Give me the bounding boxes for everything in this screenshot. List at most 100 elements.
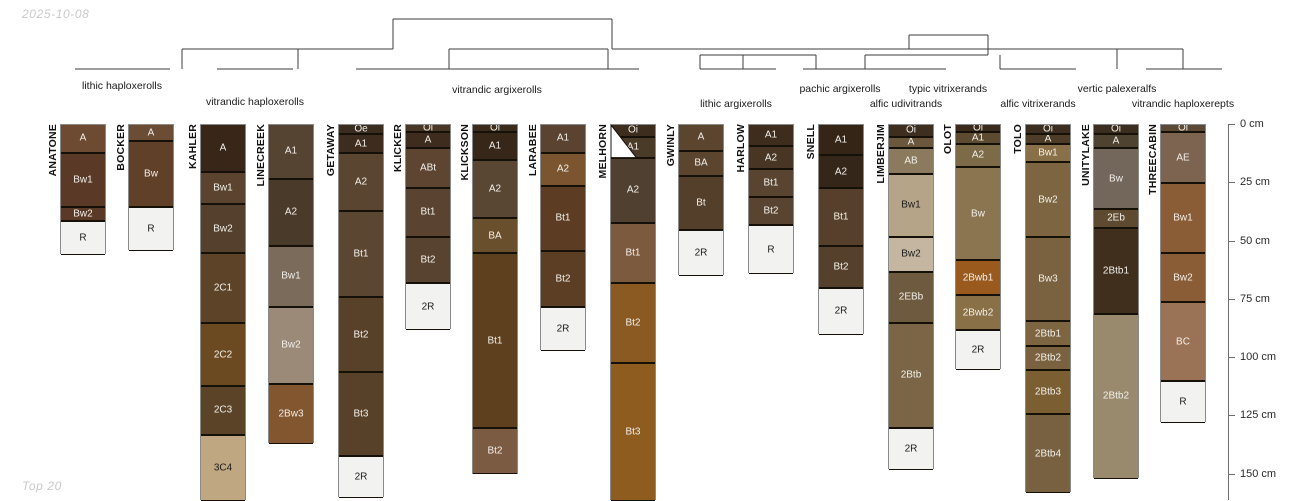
horizon[interactable]: Oe [339, 125, 383, 135]
horizon[interactable]: 2R [956, 330, 1000, 370]
horizon[interactable]: Bt1 [819, 187, 863, 247]
horizon[interactable]: A1 [956, 131, 1000, 144]
horizon[interactable]: Bt2 [819, 246, 863, 289]
horizon[interactable]: 2R [339, 455, 383, 498]
horizon[interactable]: Bw1 [889, 173, 933, 237]
horizon[interactable]: Oi [1094, 125, 1138, 135]
horizon[interactable]: Bt2 [339, 297, 383, 372]
horizon[interactable]: 2R [889, 427, 933, 470]
horizon[interactable]: Bt1 [473, 253, 517, 428]
horizon[interactable]: Bw2 [1161, 253, 1205, 303]
horizon[interactable]: 2Btb2 [1094, 313, 1138, 480]
horizon[interactable]: A2 [611, 157, 655, 223]
horizon[interactable]: Oi [1026, 125, 1070, 135]
horizon[interactable]: Bw [956, 166, 1000, 261]
horizon[interactable]: A2 [956, 143, 1000, 167]
horizon[interactable]: Bw1 [61, 152, 105, 207]
horizon[interactable]: Oi [473, 125, 517, 132]
horizon[interactable]: 2Eb [1094, 208, 1138, 228]
horizon[interactable]: 2C2 [201, 323, 245, 386]
horizon[interactable]: Bt1 [406, 187, 450, 237]
horizon[interactable]: Bw [129, 141, 173, 207]
horizon[interactable]: 2C3 [201, 385, 245, 435]
horizon[interactable]: BA [473, 218, 517, 254]
horizon[interactable]: A1 [269, 125, 313, 179]
horizon[interactable]: A [61, 125, 105, 153]
horizon[interactable]: 2Btb2 [1026, 346, 1070, 370]
horizon[interactable]: 2R [541, 306, 585, 351]
horizon[interactable]: Bw2 [61, 206, 105, 221]
horizon[interactable]: R [1161, 381, 1205, 424]
horizon[interactable]: AE [1161, 131, 1205, 184]
horizon[interactable]: Oi [1161, 125, 1205, 132]
horizon[interactable]: A1 [541, 125, 585, 153]
horizon[interactable]: 2C1 [201, 253, 245, 324]
horizon[interactable]: A2 [339, 152, 383, 212]
horizon[interactable]: A2 [473, 159, 517, 219]
horizon[interactable]: 2Btb [889, 323, 933, 428]
horizon[interactable]: Oi [406, 125, 450, 132]
horizon[interactable]: R [129, 206, 173, 251]
horizon[interactable]: 2Btb1 [1026, 320, 1070, 347]
horizon[interactable]: Bt2 [541, 250, 585, 307]
horizon[interactable]: 2Bwb1 [956, 260, 1000, 296]
horizon[interactable]: 2R [819, 288, 863, 335]
horizon[interactable]: Bw1 [201, 171, 245, 205]
horizon[interactable]: Bt2 [749, 197, 793, 226]
horizon[interactable]: AB [889, 148, 933, 174]
profile-name-label: TOLO [1012, 124, 1024, 154]
horizon[interactable]: ABt [406, 148, 450, 188]
horizon[interactable]: Oi [889, 125, 933, 137]
horizon[interactable]: Bw [1094, 148, 1138, 209]
horizon[interactable]: R [749, 225, 793, 275]
horizon[interactable]: A [1094, 134, 1138, 149]
horizon[interactable]: Bt1 [339, 211, 383, 298]
horizon[interactable]: 2Btb1 [1094, 227, 1138, 314]
horizon[interactable]: Bt1 [611, 222, 655, 284]
horizon[interactable]: A1 [339, 134, 383, 153]
horizon[interactable]: 3C4 [201, 434, 245, 501]
horizon[interactable]: 2Bw3 [269, 383, 313, 445]
horizon[interactable]: A1 [819, 125, 863, 156]
horizon[interactable]: 2R [406, 283, 450, 331]
horizon[interactable]: Bt1 [749, 169, 793, 198]
horizon[interactable]: A2 [749, 145, 793, 170]
horizon[interactable]: A1 [749, 125, 793, 146]
horizon[interactable]: Bw2 [269, 306, 313, 384]
horizon[interactable]: Bw2 [1026, 162, 1070, 237]
horizon[interactable]: Oi [956, 125, 1000, 132]
horizon[interactable]: BC [1161, 302, 1205, 382]
horizon[interactable]: A [406, 131, 450, 149]
horizon[interactable]: A2 [269, 178, 313, 247]
horizon[interactable]: 2EBb [889, 271, 933, 324]
horizon[interactable]: Bw1 [1026, 143, 1070, 163]
horizon[interactable]: Bw1 [269, 246, 313, 307]
horizon[interactable]: Bw2 [889, 236, 933, 272]
horizon[interactable]: A1 [473, 131, 517, 160]
horizon[interactable]: A2 [819, 155, 863, 188]
horizon[interactable]: Oi [611, 125, 655, 137]
horizon[interactable]: A [201, 125, 245, 172]
horizon[interactable]: A [889, 136, 933, 149]
horizon[interactable]: Bw2 [201, 204, 245, 254]
horizon[interactable]: Bt2 [406, 236, 450, 284]
horizon[interactable]: 2R [679, 229, 723, 277]
horizon[interactable]: R [61, 220, 105, 256]
horizon[interactable]: 2Bwb2 [956, 295, 1000, 331]
horizon[interactable]: Bt2 [473, 427, 517, 475]
horizon[interactable]: A2 [541, 152, 585, 186]
horizon[interactable]: Bt3 [611, 362, 655, 501]
horizon[interactable]: A [129, 125, 173, 142]
horizon[interactable]: Bt [679, 176, 723, 230]
horizon[interactable]: Bw3 [1026, 236, 1070, 321]
horizon[interactable]: BA [679, 150, 723, 177]
horizon[interactable]: Bt2 [611, 283, 655, 363]
horizon[interactable]: 2Btb4 [1026, 413, 1070, 494]
horizon[interactable]: A [1026, 134, 1070, 144]
horizon[interactable]: Bt1 [541, 185, 585, 251]
horizon[interactable]: A [679, 125, 723, 151]
horizon[interactable]: Bw1 [1161, 183, 1205, 254]
horizon[interactable]: Bt3 [339, 371, 383, 456]
horizon-label: Oi [490, 125, 500, 132]
horizon[interactable]: 2Btb3 [1026, 369, 1070, 414]
